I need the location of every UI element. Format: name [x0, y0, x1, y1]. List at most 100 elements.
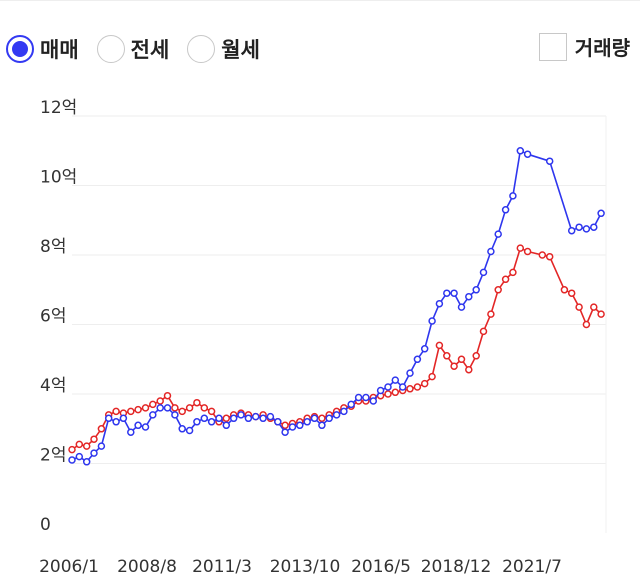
data-point — [171, 411, 179, 419]
data-point — [354, 393, 363, 402]
data-point — [149, 400, 157, 409]
data-point — [171, 404, 179, 412]
volume-checkbox[interactable]: 거래량 — [538, 32, 630, 61]
x-axis-ticks: 2006/1 2008/8 2011/3 2013/10 2016/5 2018/12 20… — [39, 557, 562, 577]
series — [68, 147, 605, 466]
data-point — [200, 414, 209, 423]
data-point — [597, 209, 605, 218]
volume-checkbox-box[interactable] — [538, 32, 567, 61]
data-point — [82, 458, 91, 466]
data-point — [538, 251, 547, 259]
top-divider — [0, 0, 640, 1]
data-point — [362, 393, 370, 402]
data-point — [163, 404, 172, 412]
y-axis-ticks: 0 2억 4억 6억 8억 10억 12억 — [40, 98, 77, 535]
data-point — [428, 372, 436, 381]
radio-sale[interactable]: 매매 — [6, 34, 79, 64]
data-point — [347, 400, 355, 409]
data-point — [545, 157, 554, 165]
data-point — [479, 327, 488, 336]
radio-jeonse[interactable]: 전세 — [96, 34, 169, 64]
radio-monthly-rent-indicator[interactable] — [187, 35, 216, 63]
data-point — [303, 418, 311, 426]
data-point — [501, 275, 510, 284]
radio-sale-indicator[interactable] — [6, 35, 34, 63]
data-point — [325, 414, 333, 423]
radio-sale-label: 매매 — [40, 38, 79, 62]
data-point — [104, 414, 113, 423]
data-point — [340, 407, 348, 416]
data-point — [406, 369, 414, 377]
deal-type-filter: 매매 전세 월세 — [6, 31, 278, 67]
data-point — [545, 252, 554, 261]
data-point — [560, 286, 569, 294]
data-point — [193, 398, 201, 407]
series-group — [68, 147, 605, 466]
data-point — [259, 414, 267, 423]
data-point — [398, 383, 407, 391]
data-point — [134, 421, 142, 430]
data-point — [90, 449, 98, 457]
data-point — [281, 421, 289, 430]
data-point — [428, 317, 436, 325]
data-point — [178, 425, 186, 433]
data-point — [406, 385, 414, 393]
data-point — [185, 404, 194, 412]
data-point — [318, 421, 326, 430]
radio-jeonse-indicator[interactable] — [96, 35, 125, 63]
series-line — [71, 247, 602, 451]
data-point — [487, 310, 495, 318]
data-point — [163, 391, 172, 400]
data-point — [516, 147, 525, 155]
data-point — [487, 247, 495, 256]
data-point — [590, 303, 598, 311]
data-point — [443, 289, 451, 297]
y-tick-label: 12억 — [40, 98, 77, 118]
data-point — [413, 383, 422, 391]
data-point — [479, 268, 488, 277]
data-point — [450, 289, 458, 297]
data-point — [450, 362, 458, 370]
data-point — [215, 414, 223, 423]
radio-monthly-rent[interactable]: 월세 — [187, 34, 260, 64]
data-point — [178, 407, 186, 416]
data-point — [97, 442, 106, 450]
data-point — [68, 445, 76, 454]
x-tick-label: 2018/12 — [421, 557, 492, 577]
data-point — [465, 292, 473, 301]
data-point — [516, 244, 525, 252]
data-point — [127, 428, 135, 436]
data-point — [391, 376, 400, 384]
data-point — [420, 379, 429, 388]
data-point — [575, 303, 583, 311]
data-point — [509, 192, 517, 200]
data-point — [376, 386, 385, 395]
data-point — [288, 423, 297, 431]
data-point — [185, 426, 194, 435]
data-point — [222, 414, 231, 423]
data-point — [369, 397, 378, 405]
data-point — [229, 414, 238, 423]
data-point — [332, 411, 341, 419]
data-point — [567, 289, 576, 297]
data-point — [391, 388, 400, 397]
data-point — [134, 405, 142, 414]
data-point — [266, 412, 275, 421]
data-point — [435, 341, 444, 350]
data-point — [112, 407, 120, 416]
x-tick-label: 2021/7 — [502, 557, 562, 577]
data-point — [465, 365, 473, 374]
data-point — [567, 226, 576, 235]
x-tick-label: 2013/10 — [270, 557, 341, 577]
data-point — [457, 355, 466, 364]
data-point — [75, 452, 84, 461]
data-point — [296, 421, 304, 430]
y-tick-label: 8억 — [40, 237, 66, 257]
data-point — [75, 440, 84, 449]
data-point — [413, 355, 422, 364]
data-point — [193, 418, 201, 426]
data-point — [582, 225, 591, 233]
data-point — [457, 303, 466, 311]
y-tick-label: 2억 — [40, 446, 66, 466]
